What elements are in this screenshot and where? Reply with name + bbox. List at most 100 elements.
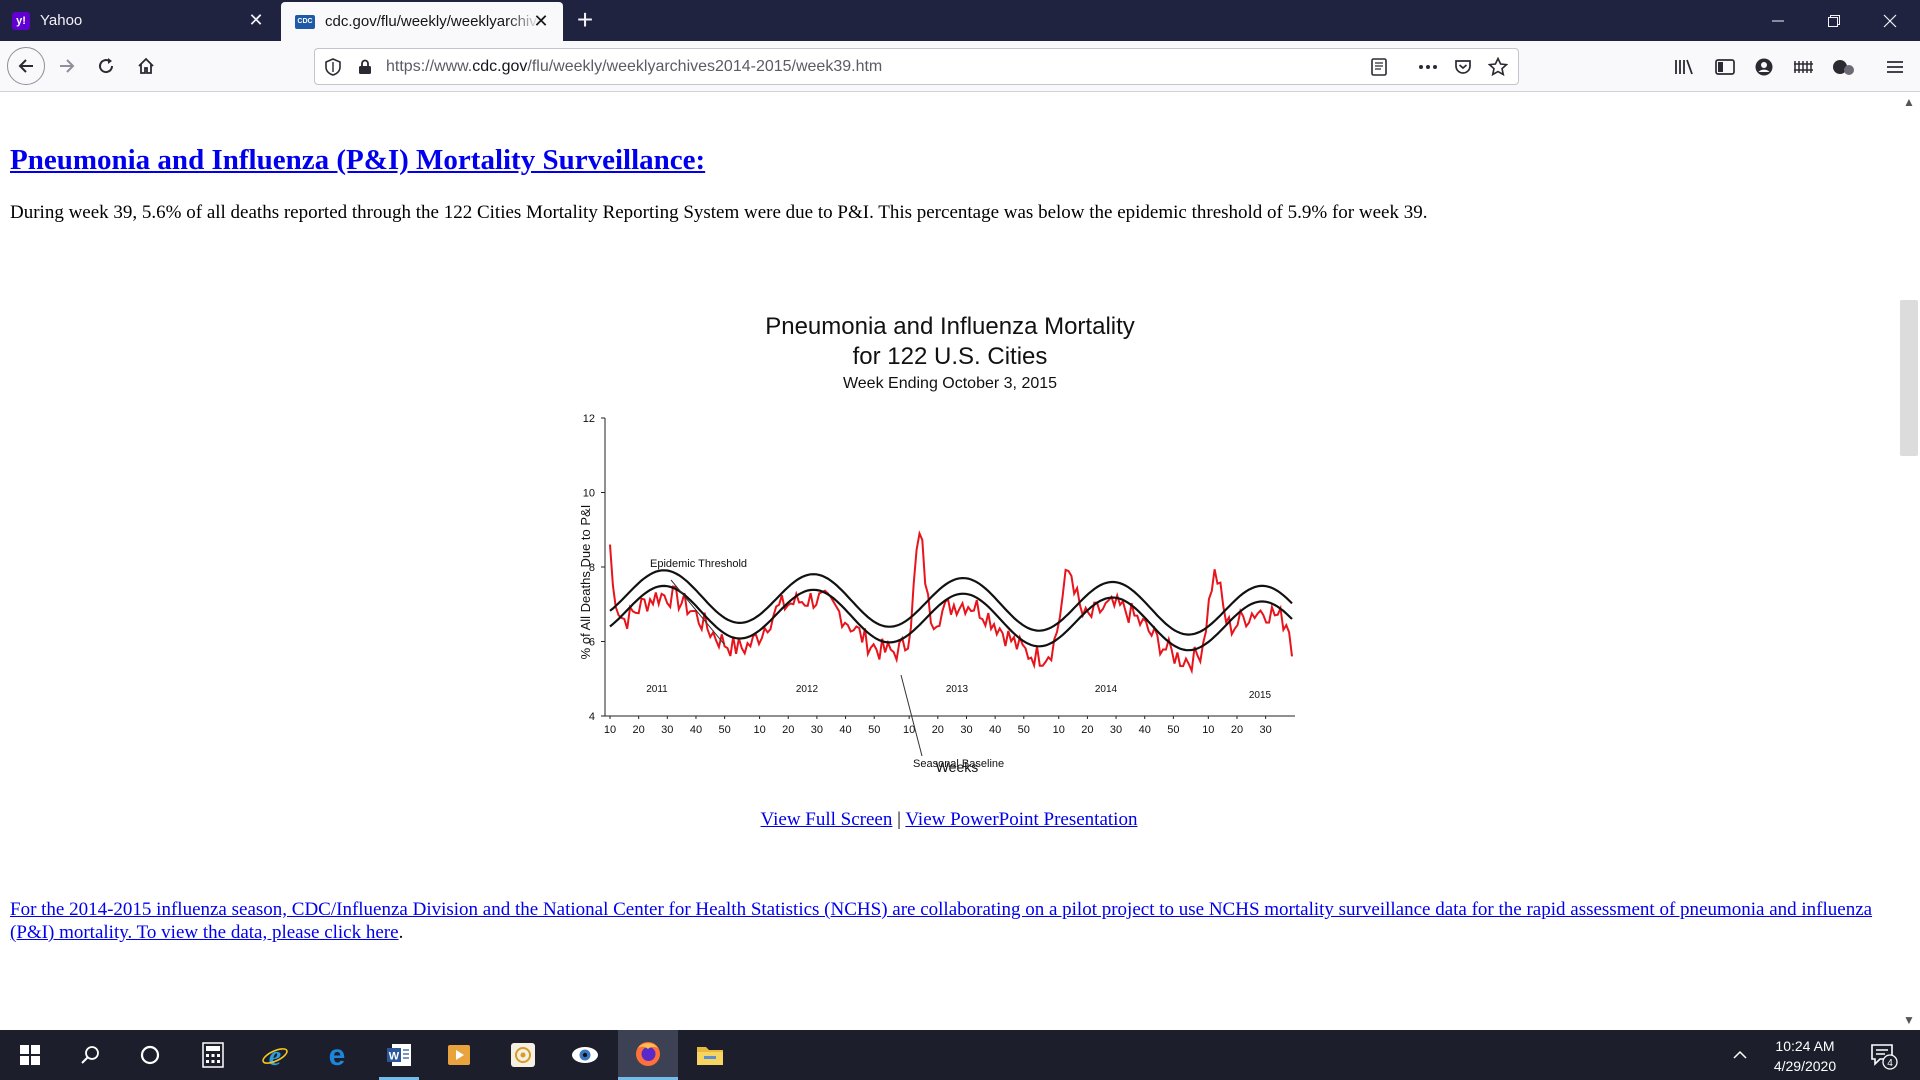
vertical-scrollbar[interactable]: ▲ ▼ (1898, 92, 1920, 1030)
taskbar-file-explorer[interactable] (680, 1030, 740, 1080)
clock-time: 10:24 AM (1775, 1038, 1835, 1054)
url-path: /flu/weekly/weeklyarchives2014-2015/week… (527, 58, 883, 75)
x-tick-label: 10 (604, 724, 616, 736)
nchs-data-link[interactable]: For the 2014-2015 influenza season, CDC/… (10, 899, 1873, 943)
x-tick-label: 50 (718, 724, 730, 736)
x-tick-label: 30 (661, 724, 673, 736)
back-button[interactable] (7, 47, 45, 85)
tracking-shield-icon[interactable] (323, 57, 343, 77)
taskbar-clock[interactable]: 10:24 AM 4/29/2020 (1760, 1036, 1850, 1076)
url-text[interactable]: https://www.cdc.gov/flu/weekly/weeklyarc… (386, 58, 882, 76)
epidemic-threshold-annotation: Epidemic Threshold (650, 558, 747, 570)
taskbar-firefox[interactable] (618, 1030, 678, 1080)
edge-icon: e (329, 1041, 346, 1069)
x-tick-label: 10 (903, 724, 915, 736)
view-powerpoint-link[interactable]: View PowerPoint Presentation (905, 809, 1138, 830)
show-hidden-icons-button[interactable] (1720, 1030, 1760, 1080)
new-tab-button[interactable]: + (576, 4, 594, 35)
x-tick-label: 30 (811, 724, 823, 736)
taskbar-internet-explorer[interactable]: e (245, 1030, 305, 1080)
close-tab-icon[interactable]: ✕ (248, 10, 264, 30)
reload-button[interactable] (88, 48, 124, 84)
view-full-screen-link[interactable]: View Full Screen (760, 809, 893, 830)
scroll-up-icon[interactable]: ▲ (1903, 95, 1915, 109)
scroll-down-icon[interactable]: ▼ (1903, 1013, 1915, 1027)
start-button[interactable] (0, 1030, 60, 1080)
menu-icon[interactable] (1883, 55, 1907, 79)
minimize-icon (1772, 20, 1784, 21)
x-tick-label: 40 (989, 724, 1001, 736)
tab-strip: y! Yahoo ✕ CDC cdc.gov/flu/weekly/weekly… (0, 0, 1920, 41)
account-icon[interactable] (1752, 55, 1776, 79)
year-label: 2014 (1095, 684, 1118, 695)
x-tick-label: 40 (690, 724, 702, 736)
y-tick-label: 6 (589, 637, 595, 649)
tab-yahoo[interactable]: y! Yahoo ✕ (0, 0, 278, 41)
x-tick-label: 20 (932, 724, 944, 736)
folder-icon (697, 1047, 723, 1065)
reader-view-icon[interactable] (1369, 57, 1389, 77)
scroll-thumb[interactable] (1900, 300, 1918, 456)
observed-series-line (609, 530, 1293, 675)
svg-text:W: W (389, 1051, 400, 1063)
navigation-toolbar: https://www.cdc.gov/flu/weekly/weeklyarc… (0, 41, 1920, 92)
x-ticks: 10 20 30 40 50 10 20 30 40 50 10 20 30 40 50 10 20 30 40 50… (604, 716, 1272, 736)
cdc-icon: CDC (295, 14, 315, 29)
x-tick-label: 40 (839, 724, 851, 736)
taskbar-word[interactable]: W (369, 1030, 429, 1080)
x-tick-label: 20 (633, 724, 645, 736)
bookmark-star-icon[interactable] (1488, 57, 1508, 77)
x-tick-label: 40 (1139, 724, 1151, 736)
extension-icon[interactable] (1832, 55, 1856, 79)
media-player-icon (448, 1045, 470, 1065)
x-tick-label: 10 (1202, 724, 1214, 736)
pocket-icon[interactable] (1453, 57, 1473, 77)
year-label: 2012 (796, 684, 819, 695)
cortana-button[interactable] (120, 1030, 180, 1080)
minimize-button[interactable] (1750, 0, 1806, 41)
gallery-app-icon (511, 1043, 535, 1067)
close-tab-icon[interactable]: ✕ (533, 11, 549, 31)
lock-icon[interactable] (355, 57, 375, 77)
taskbar-calculator[interactable] (183, 1030, 243, 1080)
baseline-series-line (609, 584, 1293, 652)
year-label: 2013 (946, 684, 969, 695)
y-axis-label: % of All Deaths Due to P&I (578, 505, 593, 660)
tab-cdc[interactable]: CDC cdc.gov/flu/weekly/weeklyarchives201… (281, 2, 563, 41)
address-bar[interactable]: https://www.cdc.gov/flu/weekly/weeklyarc… (314, 48, 1519, 85)
search-icon (81, 1046, 99, 1064)
library-icon[interactable] (1673, 55, 1697, 79)
windows-taskbar: e e W 10:24 AM 4/29/2020 4 (0, 1030, 1920, 1080)
y-tick-label: 10 (583, 488, 595, 500)
svg-text:e: e (269, 1041, 281, 1069)
forward-button[interactable] (49, 48, 85, 84)
y-tick-label: 4 (589, 711, 595, 723)
pi-mortality-chart[interactable]: Pneumonia and Influenza Mortality for 12… (550, 270, 1310, 870)
windows-logo-icon (20, 1045, 40, 1065)
search-button[interactable] (60, 1030, 120, 1080)
word-icon: W (387, 1044, 411, 1066)
close-icon (1883, 14, 1897, 27)
taskbar-viewer[interactable] (555, 1030, 615, 1080)
close-window-button[interactable] (1862, 0, 1918, 41)
restore-button[interactable] (1806, 0, 1862, 41)
y-tick-label: 8 (589, 562, 595, 574)
home-button[interactable] (128, 48, 164, 84)
nchs-note: For the 2014-2015 influenza season, CDC/… (10, 898, 1890, 944)
taskbar-media-player[interactable] (429, 1030, 489, 1080)
chart-title: Pneumonia and Influenza Mortality (765, 313, 1135, 340)
reload-icon (99, 58, 114, 74)
action-center-button[interactable]: 4 (1858, 1030, 1908, 1080)
taskbar-edge[interactable]: e (307, 1030, 367, 1080)
taskbar-app-gallery[interactable] (493, 1030, 553, 1080)
x-tick-label: 30 (1110, 724, 1122, 736)
page-actions-icon[interactable] (1418, 57, 1438, 77)
url-domain: cdc.gov (472, 58, 528, 75)
year-labels: 2011 2012 2013 2014 2015 (646, 684, 1271, 701)
svg-text:e: e (329, 1041, 346, 1069)
page-heading-link[interactable]: Pneumonia and Influenza (P&I) Mortality … (10, 144, 706, 176)
extension-grid-icon[interactable] (1792, 55, 1816, 79)
url-prefix: https://www. (386, 58, 473, 75)
clock-date: 4/29/2020 (1773, 1058, 1837, 1074)
sidebar-icon[interactable] (1713, 55, 1737, 79)
